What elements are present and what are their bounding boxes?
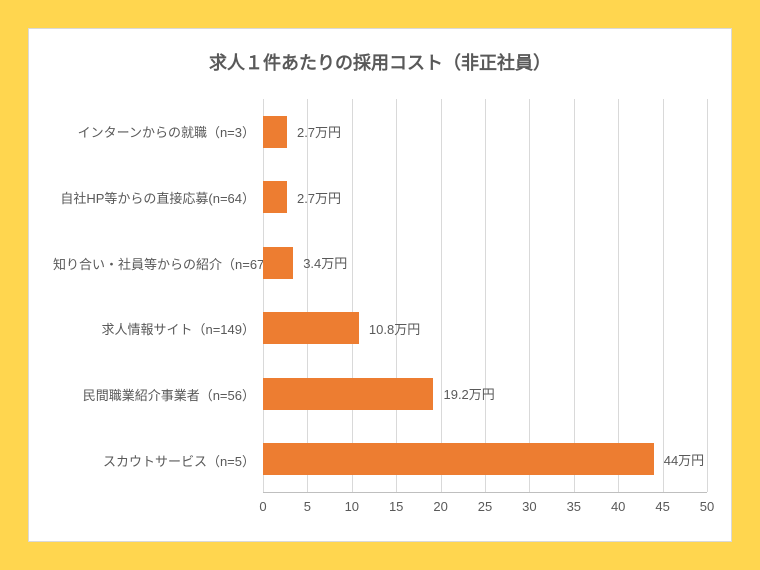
- chart-area: インターンからの就職（n=3） 自社HP等からの直接応募(n=64） 知り合い・社員…: [53, 99, 707, 517]
- bar-value-label: 19.2万円: [443, 384, 494, 403]
- bar-row: 2.7万円: [263, 181, 707, 213]
- x-tick-label: 30: [522, 499, 536, 514]
- bar: [263, 312, 359, 344]
- bar-row: 2.7万円: [263, 116, 707, 148]
- y-axis-labels: インターンからの就職（n=3） 自社HP等からの直接応募(n=64） 知り合い・社員…: [53, 99, 263, 493]
- y-label: 知り合い・社員等からの紹介（n=67）: [53, 254, 263, 273]
- x-tick-label: 20: [433, 499, 447, 514]
- x-tick-label: 5: [304, 499, 311, 514]
- y-label: 民間職業紹介事業者（n=56）: [53, 385, 263, 404]
- bar-row: 19.2万円: [263, 378, 707, 410]
- bar-value-label: 44万円: [664, 450, 704, 469]
- bar: [263, 116, 287, 148]
- plot: インターンからの就職（n=3） 自社HP等からの直接応募(n=64） 知り合い・社員…: [53, 99, 707, 493]
- x-tick-label: 25: [478, 499, 492, 514]
- bar: [263, 181, 287, 213]
- x-tick-label: 0: [259, 499, 266, 514]
- bar: [263, 378, 433, 410]
- bar-row: 3.4万円: [263, 247, 707, 279]
- x-tick-label: 35: [567, 499, 581, 514]
- chart-card: 求人１件あたりの採用コスト（非正社員） インターンからの就職（n=3） 自社HP等…: [28, 28, 732, 542]
- x-tick-label: 50: [700, 499, 714, 514]
- y-label: 求人情報サイト（n=149）: [53, 319, 263, 338]
- x-axis: 05101520253035404550: [263, 493, 707, 517]
- bar-value-label: 2.7万円: [297, 188, 341, 207]
- bar: [263, 443, 654, 475]
- bar-row: 10.8万円: [263, 312, 707, 344]
- y-label: 自社HP等からの直接応募(n=64）: [53, 188, 263, 207]
- x-tick-label: 45: [655, 499, 669, 514]
- bars-container: 2.7万円 2.7万円 3.4万円 10.8万円 19.2万円 44万円: [263, 99, 707, 493]
- chart-title: 求人１件あたりの採用コスト（非正社員）: [53, 49, 707, 75]
- gridline: [707, 99, 708, 492]
- y-label: インターンからの就職（n=3）: [53, 122, 263, 141]
- x-tick-label: 40: [611, 499, 625, 514]
- bar-value-label: 10.8万円: [369, 319, 420, 338]
- x-tick-label: 15: [389, 499, 403, 514]
- bars: 2.7万円 2.7万円 3.4万円 10.8万円 19.2万円 44万円: [263, 99, 707, 492]
- bar-value-label: 2.7万円: [297, 122, 341, 141]
- bar-value-label: 3.4万円: [303, 253, 347, 272]
- outer-frame: 求人１件あたりの採用コスト（非正社員） インターンからの就職（n=3） 自社HP等…: [0, 0, 760, 570]
- bar: [263, 247, 293, 279]
- y-label: スカウトサービス（n=5）: [53, 451, 263, 470]
- bar-row: 44万円: [263, 443, 707, 475]
- x-tick-label: 10: [345, 499, 359, 514]
